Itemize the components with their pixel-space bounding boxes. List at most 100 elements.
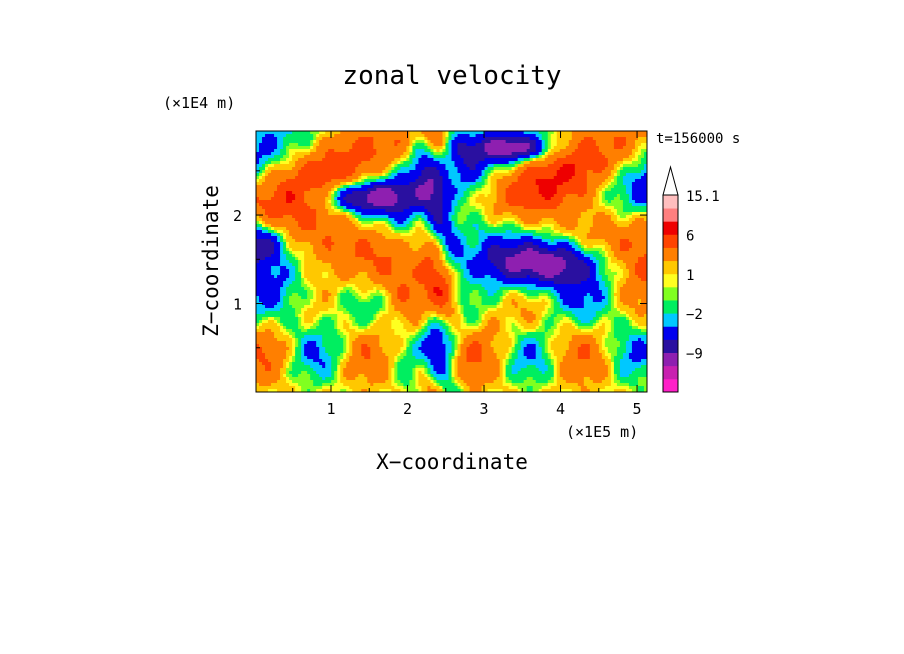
contour-cell bbox=[445, 281, 453, 285]
contour-cell bbox=[265, 134, 275, 138]
contour-cell bbox=[502, 296, 507, 300]
contour-cell bbox=[421, 218, 426, 222]
contour-cell bbox=[439, 239, 444, 243]
contour-cell bbox=[550, 134, 558, 138]
contour-cell bbox=[451, 251, 465, 255]
contour-cell bbox=[574, 248, 582, 252]
contour-cell bbox=[607, 257, 612, 261]
contour-cell bbox=[511, 329, 522, 333]
contour-cell bbox=[457, 269, 465, 273]
contour-cell bbox=[322, 185, 335, 189]
contour-cell bbox=[505, 296, 525, 300]
contour-cell bbox=[289, 242, 311, 246]
contour-cell bbox=[325, 206, 332, 210]
contour-cell bbox=[463, 314, 480, 318]
contour-cell bbox=[613, 206, 624, 210]
contour-cell bbox=[457, 227, 477, 231]
contour-cell bbox=[418, 248, 441, 252]
contour-cell bbox=[322, 335, 341, 339]
contour-cell bbox=[376, 287, 386, 291]
contour-cell bbox=[562, 233, 573, 237]
contour-cell bbox=[601, 278, 609, 282]
contour-cell bbox=[274, 134, 287, 138]
contour-cell bbox=[352, 344, 362, 348]
contour-cell bbox=[448, 299, 453, 303]
contour-cell bbox=[406, 158, 410, 162]
contour-cell bbox=[568, 242, 576, 246]
contour-cell bbox=[325, 245, 332, 249]
contour-cell bbox=[403, 338, 407, 342]
contour-cell bbox=[265, 212, 317, 216]
colorbar-label: −9 bbox=[686, 347, 703, 363]
contour-cell bbox=[481, 179, 486, 183]
contour-cell bbox=[631, 389, 639, 392]
contour-cell bbox=[556, 290, 603, 294]
contour-cell bbox=[502, 365, 507, 369]
contour-cell bbox=[541, 311, 549, 315]
contour-cell bbox=[454, 296, 459, 300]
contour-cell bbox=[598, 266, 606, 270]
contour-cell bbox=[331, 206, 335, 210]
contour-cell bbox=[562, 308, 603, 312]
contour-cell bbox=[460, 263, 468, 267]
contour-cell bbox=[481, 302, 498, 306]
contour-cell bbox=[466, 236, 480, 240]
contour-cell bbox=[541, 146, 546, 150]
contour-cell bbox=[313, 302, 335, 306]
contour-cell bbox=[460, 278, 468, 282]
contour-cell bbox=[481, 218, 486, 222]
contour-cell bbox=[568, 179, 588, 183]
contour-cell bbox=[256, 281, 284, 285]
contour-cell bbox=[439, 149, 444, 153]
contour-cell bbox=[442, 215, 450, 219]
contour-cell bbox=[337, 320, 344, 324]
contour-cell bbox=[451, 362, 456, 366]
contour-cell bbox=[520, 269, 534, 273]
contour-cell bbox=[265, 365, 272, 369]
contour-cell bbox=[427, 293, 438, 297]
contour-cell bbox=[451, 371, 456, 375]
contour-cell bbox=[397, 365, 417, 369]
contour-cell bbox=[475, 227, 480, 231]
contour-cell bbox=[604, 341, 621, 345]
contour-cell bbox=[616, 218, 630, 222]
contour-cell bbox=[550, 314, 558, 318]
contour-cell bbox=[319, 311, 344, 315]
contour-cell bbox=[538, 326, 546, 330]
contour-cell bbox=[481, 245, 492, 249]
contour-cell bbox=[298, 143, 311, 147]
contour-cell bbox=[571, 317, 579, 321]
contour-cell bbox=[352, 179, 359, 183]
contour-cell bbox=[439, 254, 444, 258]
contour-cell bbox=[451, 152, 459, 156]
contour-cell bbox=[439, 251, 444, 255]
contour-cell bbox=[295, 350, 302, 354]
contour-cell bbox=[391, 320, 401, 324]
contour-cell bbox=[526, 356, 537, 360]
contour-cell bbox=[355, 284, 383, 288]
contour-cell bbox=[418, 323, 423, 327]
contour-cell bbox=[421, 131, 444, 135]
contour-cell bbox=[481, 329, 501, 333]
contour-cell bbox=[427, 233, 432, 237]
contour-cell bbox=[556, 170, 576, 174]
contour-cell bbox=[520, 161, 525, 165]
contour-cell bbox=[445, 251, 450, 255]
contour-cell bbox=[424, 359, 432, 363]
contour-cell bbox=[283, 362, 287, 366]
contour-cell bbox=[415, 215, 423, 219]
contour-cell bbox=[355, 245, 371, 249]
contour-cell bbox=[376, 290, 380, 294]
contour-cell bbox=[262, 206, 311, 210]
contour-cell bbox=[316, 341, 323, 345]
contour-cell bbox=[541, 317, 549, 321]
contour-cell bbox=[310, 281, 374, 285]
contour-cell bbox=[340, 296, 356, 300]
contour-cell bbox=[580, 212, 597, 216]
contour-cell bbox=[370, 293, 383, 297]
contour-cell bbox=[256, 293, 281, 297]
contour-cell bbox=[307, 293, 314, 297]
contour-cell bbox=[604, 296, 609, 300]
contour-cell bbox=[394, 203, 444, 207]
contour-cell bbox=[427, 326, 444, 330]
